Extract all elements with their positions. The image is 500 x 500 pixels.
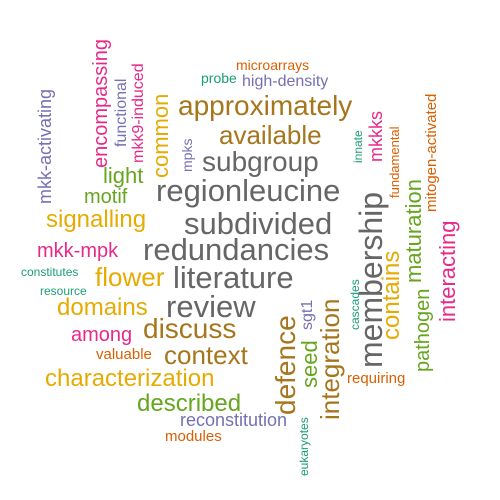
- word-resource: resource: [40, 284, 87, 298]
- word-probe: probe: [201, 70, 237, 86]
- word-defence: defence: [270, 315, 301, 415]
- word-context: context: [164, 340, 248, 370]
- word-regionleucine: regionleucine: [156, 173, 341, 208]
- word-among: among: [71, 324, 133, 346]
- word-review: review: [166, 289, 256, 324]
- word-literature: literature: [173, 260, 294, 295]
- word-contains: contains: [378, 250, 405, 340]
- word-constitutes: constitutes: [21, 265, 79, 279]
- word-high-density: high-density: [242, 73, 329, 90]
- word-valuable: valuable: [96, 346, 152, 363]
- word-available: available: [219, 120, 322, 150]
- word-fundamental: fundamental: [387, 126, 402, 198]
- word-flower: flower: [95, 262, 165, 292]
- word-described: described: [137, 390, 242, 417]
- word-redundancies: redundancies: [143, 232, 330, 267]
- word-mkkks: mkkks: [366, 111, 386, 162]
- word-motif: motif: [84, 186, 128, 208]
- word-mkk-activating: mkk-activating: [35, 88, 55, 204]
- word-microarrays: microarrays: [236, 57, 310, 73]
- word-discuss: discuss: [143, 313, 237, 344]
- word-cascades: cascades: [348, 279, 362, 330]
- word-encompassing: encompassing: [90, 39, 112, 168]
- word-sgt1: sgt1: [299, 299, 316, 330]
- word-maturation: maturation: [401, 179, 426, 283]
- word-common: common: [148, 93, 173, 178]
- word-innate: innate: [351, 130, 365, 163]
- word-integration: integration: [315, 298, 345, 420]
- word-modules: modules: [165, 428, 222, 445]
- word-interacting: interacting: [435, 220, 460, 322]
- word-characterization: characterization: [45, 365, 215, 392]
- word-mkk9-induced: mkk9-induced: [130, 63, 147, 163]
- word-signalling: signalling: [46, 206, 147, 233]
- word-requiring: requiring: [347, 370, 406, 387]
- word-mpks: mpks: [179, 138, 195, 172]
- word-reconstitution: reconstitution: [180, 410, 288, 430]
- word-subdivided: subdivided: [184, 206, 333, 241]
- word-light: light: [103, 163, 144, 188]
- word-subgroup: subgroup: [202, 146, 319, 177]
- word-domains: domains: [57, 294, 148, 321]
- word-pathogen: pathogen: [412, 288, 434, 372]
- word-mkk-mpk: mkk-mpk: [37, 240, 119, 262]
- word-eukaryotes: eukaryotes: [297, 417, 311, 476]
- word-approximately: approximately: [178, 90, 353, 121]
- word-functional: functional: [113, 78, 130, 148]
- word-mitogen-activated: mitogen-activated: [423, 93, 440, 212]
